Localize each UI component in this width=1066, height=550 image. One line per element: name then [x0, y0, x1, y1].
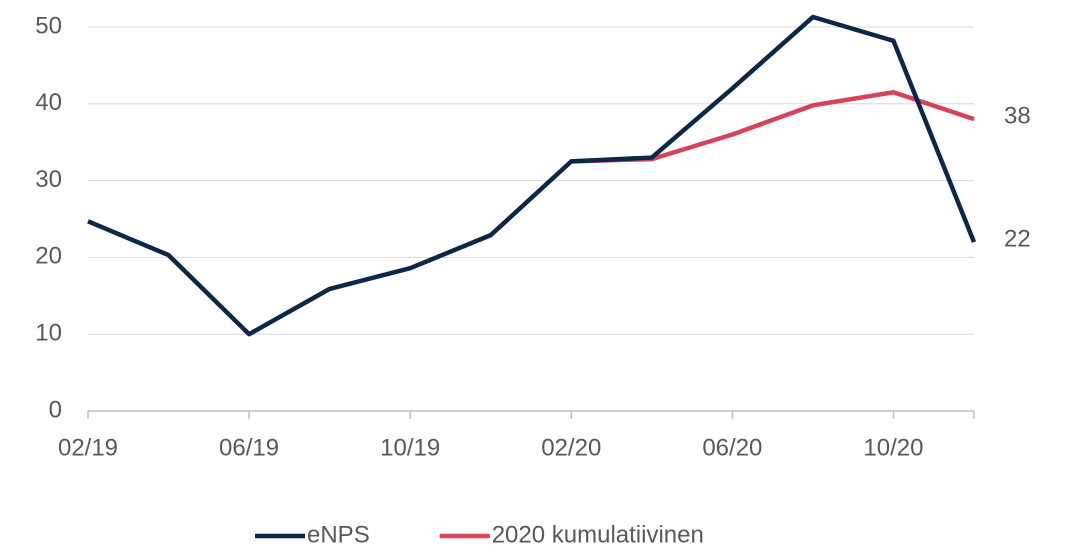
- x-tick-label: 10/19: [380, 434, 440, 461]
- x-tick-label: 02/19: [58, 434, 118, 461]
- y-tick-label: 20: [35, 243, 62, 270]
- series-line: [87, 14, 977, 337]
- x-tick-label: 10/20: [863, 434, 923, 461]
- series-line: [571, 90, 975, 164]
- end-value-label: 38: [1004, 103, 1031, 130]
- legend-label: 2020 kumulatiivinen: [492, 521, 704, 548]
- y-tick-label: 30: [35, 166, 62, 193]
- y-tick-label: 10: [35, 320, 62, 347]
- x-tick-label: 06/19: [219, 434, 279, 461]
- legend-label: eNPS: [307, 521, 370, 548]
- x-tick-label: 02/20: [541, 434, 601, 461]
- y-tick-label: 50: [35, 12, 62, 39]
- x-tick-label: 06/20: [702, 434, 762, 461]
- y-tick-label: 40: [35, 89, 62, 116]
- y-tick-label: 0: [49, 396, 62, 423]
- end-value-label: 22: [1004, 225, 1031, 252]
